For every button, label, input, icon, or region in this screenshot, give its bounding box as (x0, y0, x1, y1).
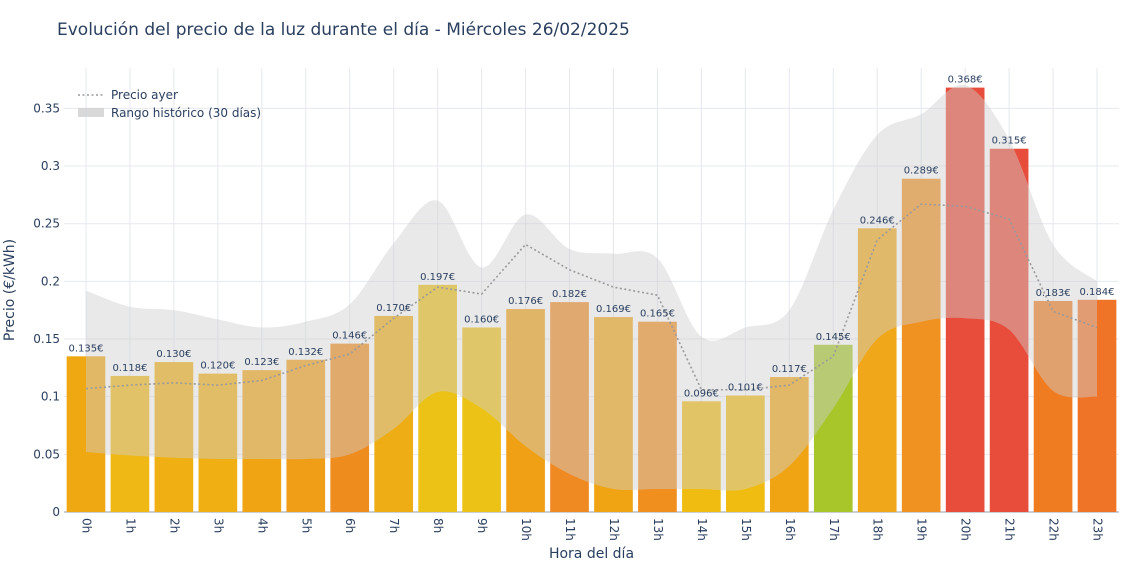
data-label: 0.135€ (68, 343, 103, 354)
y-tick-label: 0.25 (33, 217, 60, 231)
x-tick-label: 14h (695, 518, 709, 541)
bar-1h (110, 375, 150, 512)
y-tick-label: 0.35 (33, 101, 60, 115)
data-label: 0.123€ (244, 357, 279, 368)
x-tick-label: 9h (475, 518, 489, 533)
x-tick-label: 3h (211, 518, 225, 533)
bar-17h (813, 344, 853, 512)
bars (66, 87, 1117, 513)
y-tick-label: 0.05 (33, 447, 60, 461)
data-label: 0.130€ (156, 349, 191, 360)
historical-range-area (85, 84, 1098, 491)
x-tick-label: 15h (739, 518, 753, 541)
data-labels: 0.135€ 0.118€ 0.130€ 0.120€ 0.123€ 0.132€ 0.14… (68, 75, 1114, 400)
data-label: 0.117€ (772, 364, 807, 375)
bar-8h (418, 284, 457, 512)
x-tick-label: 13h (651, 518, 665, 541)
legend-label-rango-historico: Rango histórico (30 días) (111, 106, 261, 120)
x-tick-label: 20h (959, 518, 973, 541)
data-label: 0.289€ (904, 166, 939, 177)
bar-14h (682, 401, 721, 512)
bar-5h (286, 359, 326, 512)
x-tick-label: 17h (827, 518, 841, 541)
bar-13h (638, 321, 677, 512)
bar-12h (594, 317, 633, 512)
bar-0h (66, 356, 106, 512)
data-label: 0.184€ (1080, 287, 1115, 298)
previous-day-line (85, 203, 1098, 391)
bar-11h (550, 302, 589, 512)
bar-16h (769, 377, 809, 512)
legend-swatch-rango-historico (78, 108, 104, 117)
x-tick-label: 18h (871, 518, 885, 541)
y-axis-title: Precio (€/kWh) (2, 239, 18, 341)
x-tick-label: 21h (1003, 518, 1017, 541)
x-tick-label: 23h (1091, 518, 1105, 541)
legend-label-precio-ayer: Precio ayer (111, 88, 178, 102)
y-tick-label: 0.15 (33, 332, 60, 346)
x-tick-label: 22h (1047, 518, 1061, 541)
bar-20h (945, 87, 985, 512)
bar-9h (462, 327, 501, 512)
y-tick-label: 0.2 (41, 274, 60, 288)
x-tick-label: 12h (607, 518, 621, 541)
x-tick-label: 5h (299, 518, 313, 533)
bar-2h (154, 362, 194, 512)
data-label: 0.197€ (420, 272, 455, 283)
x-tick-label: 7h (387, 518, 401, 533)
x-tick-label: 1h (123, 518, 137, 533)
x-tick-label: 6h (343, 518, 357, 533)
bar-10h (506, 309, 545, 512)
bar-22h (1033, 300, 1073, 512)
previous-day-price-line (85, 203, 1098, 391)
x-tick-label: 11h (563, 518, 577, 541)
data-label: 0.132€ (288, 347, 323, 358)
bar-15h (726, 395, 765, 512)
data-label: 0.176€ (508, 296, 543, 307)
x-tick-label: 0h (79, 518, 93, 533)
bar-7h (374, 315, 414, 512)
axes: 0 0.05 0.1 0.15 0.2 0.25 0.3 0.35 0h 1h 2h 3h 4h 5h 6h… (2, 101, 1105, 562)
legend[interactable]: Precio ayer Rango histórico (30 días) (78, 88, 261, 120)
data-label: 0.170€ (376, 303, 411, 314)
x-tick-label: 2h (167, 518, 181, 533)
data-label: 0.096€ (684, 388, 719, 399)
data-label: 0.146€ (332, 331, 367, 342)
data-label: 0.183€ (1036, 288, 1071, 299)
bar-23h (1077, 299, 1117, 512)
data-label: 0.315€ (992, 136, 1027, 147)
x-tick-label: 4h (255, 518, 269, 533)
bar-4h (242, 370, 282, 512)
data-label: 0.101€ (728, 383, 763, 394)
data-label: 0.118€ (112, 363, 147, 374)
bar-19h (901, 178, 941, 513)
y-tick-label: 0.3 (41, 159, 60, 173)
data-label: 0.165€ (640, 309, 675, 320)
y-tick-label: 0.1 (41, 390, 60, 404)
chart-title: Evolución del precio de la luz durante e… (57, 20, 630, 40)
x-axis-title: Hora del día (549, 546, 634, 562)
bar-3h (198, 373, 238, 512)
bar-21h (989, 148, 1029, 512)
data-label: 0.246€ (860, 215, 895, 226)
data-label: 0.368€ (948, 75, 983, 86)
x-tick-label: 8h (431, 518, 445, 533)
data-label: 0.182€ (552, 289, 587, 300)
x-tick-label: 16h (783, 518, 797, 541)
bar-6h (330, 343, 370, 512)
data-label: 0.160€ (464, 314, 499, 325)
x-tick-label: 10h (519, 518, 533, 541)
data-label: 0.169€ (596, 304, 631, 315)
y-tick-label: 0 (52, 505, 60, 519)
historical-range-band (85, 84, 1098, 491)
data-label: 0.120€ (200, 361, 235, 372)
x-tick-label: 19h (915, 518, 929, 541)
data-label: 0.145€ (816, 332, 851, 343)
